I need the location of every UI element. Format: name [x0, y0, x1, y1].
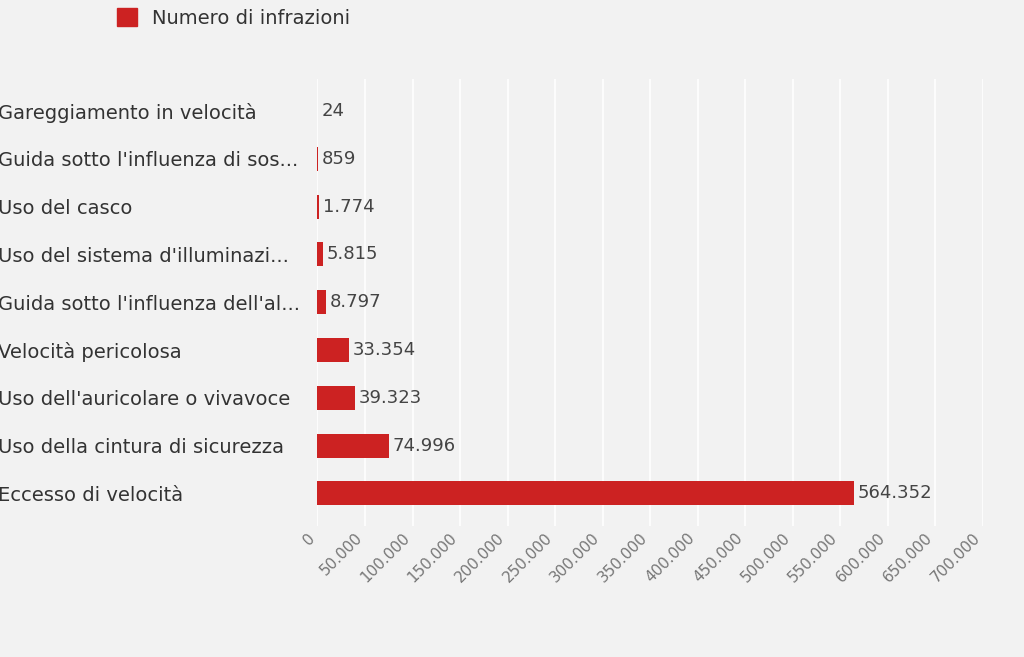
- Text: 564.352: 564.352: [858, 484, 933, 503]
- Text: 24: 24: [322, 102, 344, 120]
- Text: 8.797: 8.797: [330, 293, 381, 311]
- Text: 859: 859: [323, 150, 356, 168]
- Text: 39.323: 39.323: [358, 389, 422, 407]
- Text: 74.996: 74.996: [392, 436, 456, 455]
- Legend: Numero di infrazioni: Numero di infrazioni: [118, 8, 350, 28]
- Bar: [317, 194, 319, 219]
- Text: 1.774: 1.774: [323, 198, 375, 215]
- Bar: [317, 482, 854, 505]
- Bar: [317, 434, 389, 457]
- Bar: [317, 386, 355, 410]
- Text: 33.354: 33.354: [353, 341, 416, 359]
- Text: 5.815: 5.815: [327, 246, 378, 263]
- Bar: [317, 290, 326, 314]
- Bar: [317, 242, 323, 266]
- Bar: [317, 338, 349, 362]
